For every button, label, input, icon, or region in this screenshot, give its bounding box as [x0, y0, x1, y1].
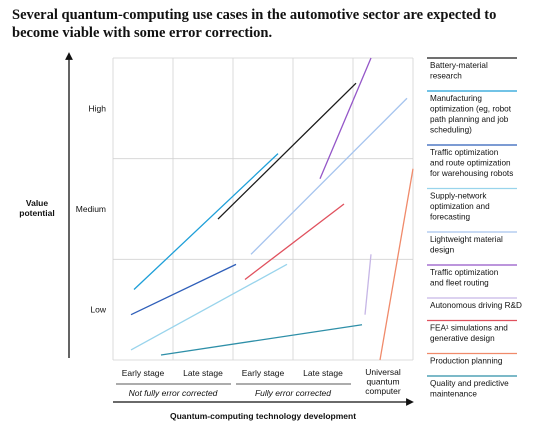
legend-item: Manufacturing optimization (eg, robot path… [430, 94, 512, 135]
series-line [319, 57, 372, 180]
series-line [364, 254, 372, 315]
legend-item: Autonomous driving R&D [430, 301, 522, 310]
legend-item: Supply-network optimization and forecastin… [430, 192, 490, 222]
y-tick-label: High [89, 103, 107, 113]
chart-grid [112, 57, 414, 361]
series-line [244, 203, 345, 280]
series-line [130, 263, 288, 351]
chart-tick-labels: Value potential Low Medium High Early stage La… [19, 103, 401, 421]
chart-axes [65, 52, 414, 406]
chart-legend: Battery-material research Manufacturing opt… [427, 57, 522, 399]
x-tick-label: Universal quantum computer [365, 367, 401, 396]
legend-item: Battery-material research [430, 61, 488, 81]
legend-item: Production planning [430, 357, 503, 366]
legend-item: Traffic optimization and fleet routing [430, 268, 499, 288]
x-tick-label: Early stage [122, 368, 165, 378]
series-line [217, 82, 357, 220]
y-tick-label: Low [90, 305, 106, 315]
y-tick-label: Medium [76, 204, 106, 214]
series-line [379, 168, 414, 361]
chart-title: Several quantum-computing use cases in t… [12, 7, 497, 41]
legend-item: FEA¹ simulations and generative design [430, 324, 508, 344]
x-tick-label: Late stage [183, 368, 223, 378]
legend-item: Traffic optimization and route optimizati… [430, 148, 513, 178]
x-group-label: Fully error corrected [255, 388, 331, 398]
legend-item: Lightweight material design [430, 235, 503, 255]
series-line [130, 263, 237, 316]
chart-series-lines [130, 57, 414, 361]
x-tick-label: Late stage [303, 368, 343, 378]
y-axis-title: Value potential [19, 198, 54, 218]
x-tick-label: Early stage [242, 368, 285, 378]
x-axis-title: Quantum-computing technology development [170, 411, 356, 421]
series-line [133, 153, 279, 291]
legend-item: Quality and predictive maintenance [430, 379, 509, 399]
series-line [250, 97, 408, 255]
series-line [160, 324, 363, 356]
x-group-label: Not fully error corrected [129, 388, 218, 398]
